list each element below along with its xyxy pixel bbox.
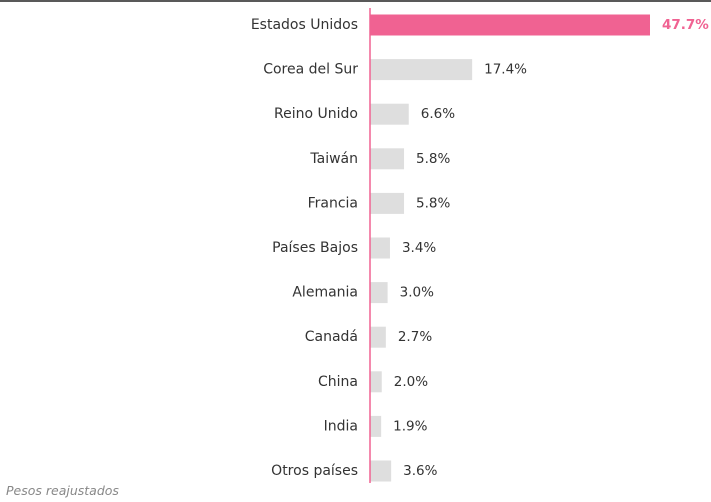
value-label: 3.4%: [402, 240, 436, 256]
value-label: 47.7%: [662, 17, 709, 33]
bar: [370, 14, 650, 36]
bar-row: India 1.9%: [324, 415, 428, 437]
bar-row: Países Bajos 3.4%: [272, 237, 436, 259]
bar-row: Alemania 3.0%: [292, 282, 434, 304]
value-label: 5.8%: [416, 195, 450, 211]
value-label: 2.7%: [398, 329, 432, 345]
bar-row: Canadá 2.7%: [305, 326, 432, 348]
bars-layer: Estados Unidos 47.7% Corea del Sur 17.4% Rei…: [251, 14, 709, 482]
category-label: Francia: [308, 195, 358, 211]
category-label: China: [318, 374, 358, 390]
bar: [370, 326, 386, 348]
bar-row: Estados Unidos 47.7%: [251, 14, 709, 36]
value-label: 5.8%: [416, 151, 450, 167]
bar: [370, 371, 382, 393]
bar-row: Francia 5.8%: [308, 192, 451, 214]
value-label: 2.0%: [394, 374, 428, 390]
bar: [370, 103, 409, 125]
bar-row: Reino Unido 6.6%: [274, 103, 455, 125]
bar: [370, 460, 392, 482]
bar-row: Otros países 3.6%: [271, 460, 438, 482]
bar: [370, 415, 382, 437]
category-label: Estados Unidos: [251, 17, 358, 33]
category-label: Reino Unido: [274, 106, 358, 122]
category-label: Taiwán: [309, 151, 358, 167]
bar-row: Taiwán 5.8%: [309, 148, 451, 170]
value-label: 17.4%: [484, 62, 527, 78]
bar: [370, 148, 405, 170]
value-label: 6.6%: [421, 106, 455, 122]
bar: [370, 282, 388, 304]
bar-row: China 2.0%: [318, 371, 428, 393]
category-label: India: [324, 418, 358, 434]
category-label: Canadá: [305, 329, 358, 345]
category-label: Otros países: [271, 463, 358, 479]
value-label: 1.9%: [393, 418, 427, 434]
category-label: Corea del Sur: [263, 62, 358, 78]
footnote: Pesos reajustados: [6, 483, 119, 498]
bar: [370, 237, 390, 259]
bar-row: Corea del Sur 17.4%: [263, 59, 527, 81]
value-label: 3.6%: [403, 463, 437, 479]
category-label: Alemania: [292, 285, 358, 301]
category-label: Países Bajos: [272, 240, 358, 256]
bar: [370, 192, 405, 214]
value-label: 3.0%: [400, 285, 434, 301]
bar: [370, 59, 473, 81]
